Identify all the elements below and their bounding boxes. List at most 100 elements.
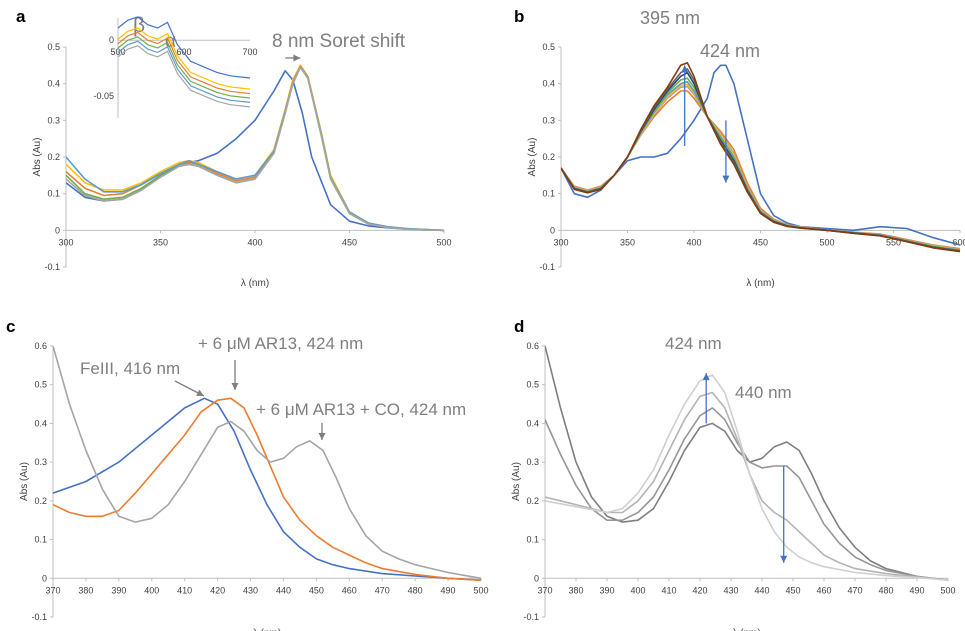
inset-series-line-2 [117,27,251,90]
x-tick-label: 460 [816,585,831,595]
series-line-4 [545,374,949,581]
x-tick-label: 400 [686,237,701,247]
series-line-7 [561,71,961,252]
y-tick-label: 0.4 [34,418,47,428]
y-tick-label: -0.1 [44,262,60,272]
series-line-2 [53,397,482,581]
x-tick-label: 400 [630,585,645,595]
x-tick-label: 450 [309,585,324,595]
series-line-3 [545,391,949,581]
panel-d: d -0.1 0 0.1 0.2 0.3 0.4 0.5 0.6 370 380 390 400 410 4… [511,317,956,631]
inset-x-tick-label: 700 [242,47,257,57]
y-tick-label: 0 [534,573,539,583]
x-tick-label: 400 [144,585,159,595]
annotation-soret-shift: 8 nm Soret shift [272,31,406,52]
x-tick-label: 420 [692,585,707,595]
y-tick-label: 0.5 [34,380,47,390]
x-axis-title: λ (nm) [253,628,281,631]
y-tick-label: 0.1 [526,535,539,545]
y-tick-label: 0.5 [542,42,555,52]
y-axis-title: Abs (Au) [19,462,30,501]
y-tick-label: 0.1 [34,535,47,545]
annotation-395nm: 395 nm [640,8,700,28]
x-tick-label: 430 [723,585,738,595]
x-tick-label: 500 [436,237,451,247]
panel-label: b [514,7,524,26]
x-tick-label: 390 [599,585,614,595]
y-tick-label: 0.1 [542,189,555,199]
x-tick-label: 480 [878,585,893,595]
x-tick-label: 350 [620,237,635,247]
x-tick-label: 490 [909,585,924,595]
increase-arrow-head [681,65,689,73]
x-tick-label: 470 [375,585,390,595]
panel-c: c -0.1 0 0.1 0.2 0.3 0.4 0.5 0.6 370 380 390 400 410 4… [6,317,489,631]
x-tick-label: 500 [473,585,488,595]
x-tick-label: 500 [940,585,955,595]
y-tick-label: 0 [55,225,60,235]
y-tick-label: 0.2 [526,496,539,506]
annotation-440nm: 440 nm [735,383,792,402]
annotation-424nm: 424 nm [665,334,722,353]
x-tick-label: 380 [568,585,583,595]
inset-series-line-1 [117,16,251,79]
y-tick-label: -0.1 [539,262,555,272]
series-line-1 [66,70,445,232]
annotation-feiii: FeIII, 416 nm [80,359,180,378]
y-tick-label: 0.1 [47,189,60,199]
y-tick-label: 0.3 [47,115,60,125]
series-line-5 [66,66,445,232]
x-tick-label: 370 [537,585,552,595]
x-tick-label: 410 [661,585,676,595]
decrease-arrow-head [722,175,730,183]
series-line-6 [66,66,445,232]
x-tick-label: 450 [753,237,768,247]
y-tick-label: 0.2 [47,152,60,162]
annotation-424nm: 424 nm [700,41,760,61]
y-tick-label: -0.1 [523,612,539,622]
series-line-8 [561,68,961,252]
panel-label: a [16,7,26,26]
y-tick-label: 0.5 [526,380,539,390]
series-line-1 [53,397,482,581]
y-axis-title: Abs (Au) [527,138,538,177]
decrease-arrow-head [780,555,788,563]
panel-a: a -0.1 0 0.1 0.2 0.3 0.4 0.5 300 350 400 450 500 λ (n… [16,7,452,289]
x-axis-title: λ (nm) [746,278,774,289]
series-line-2 [545,407,949,581]
inset-series-line-4 [117,36,251,99]
series-line-3 [53,345,482,580]
series-line-2 [561,90,961,250]
x-tick-label: 380 [78,585,93,595]
y-tick-label: 0.6 [526,341,539,351]
x-tick-label: 550 [886,237,901,247]
y-tick-label: 0.2 [542,152,555,162]
soret-shift-arrow-head [293,54,301,62]
x-tick-label: 420 [210,585,225,595]
y-tick-label: 0.3 [542,115,555,125]
x-tick-label: 390 [111,585,126,595]
series-line-6 [561,77,961,252]
ar13-arrow-head [231,383,239,390]
x-tick-label: 350 [153,237,168,247]
y-tick-label: 0.2 [34,496,47,506]
y-tick-label: 0.5 [47,42,60,52]
x-tick-label: 440 [754,585,769,595]
y-tick-label: 0.3 [34,457,47,467]
x-tick-label: 480 [408,585,423,595]
inset-series-line-3 [117,31,251,95]
x-tick-label: 300 [58,237,73,247]
x-tick-label: 450 [785,585,800,595]
panel-b: b -0.1 0 0.1 0.2 0.3 0.4 0.5 300 350 400 450 500 550 6… [514,7,965,289]
y-tick-label: -0.1 [31,612,47,622]
y-tick-label: 0.4 [47,79,60,89]
inset-y-tick-label: -0.05 [93,91,114,101]
x-tick-label: 400 [247,237,262,247]
x-tick-label: 600 [952,237,965,247]
ar13-co-arrow-head [318,433,326,440]
x-axis-title: λ (nm) [241,278,269,289]
x-tick-label: 500 [819,237,834,247]
annotation-ar13: + 6 μM AR13, 424 nm [198,334,363,353]
